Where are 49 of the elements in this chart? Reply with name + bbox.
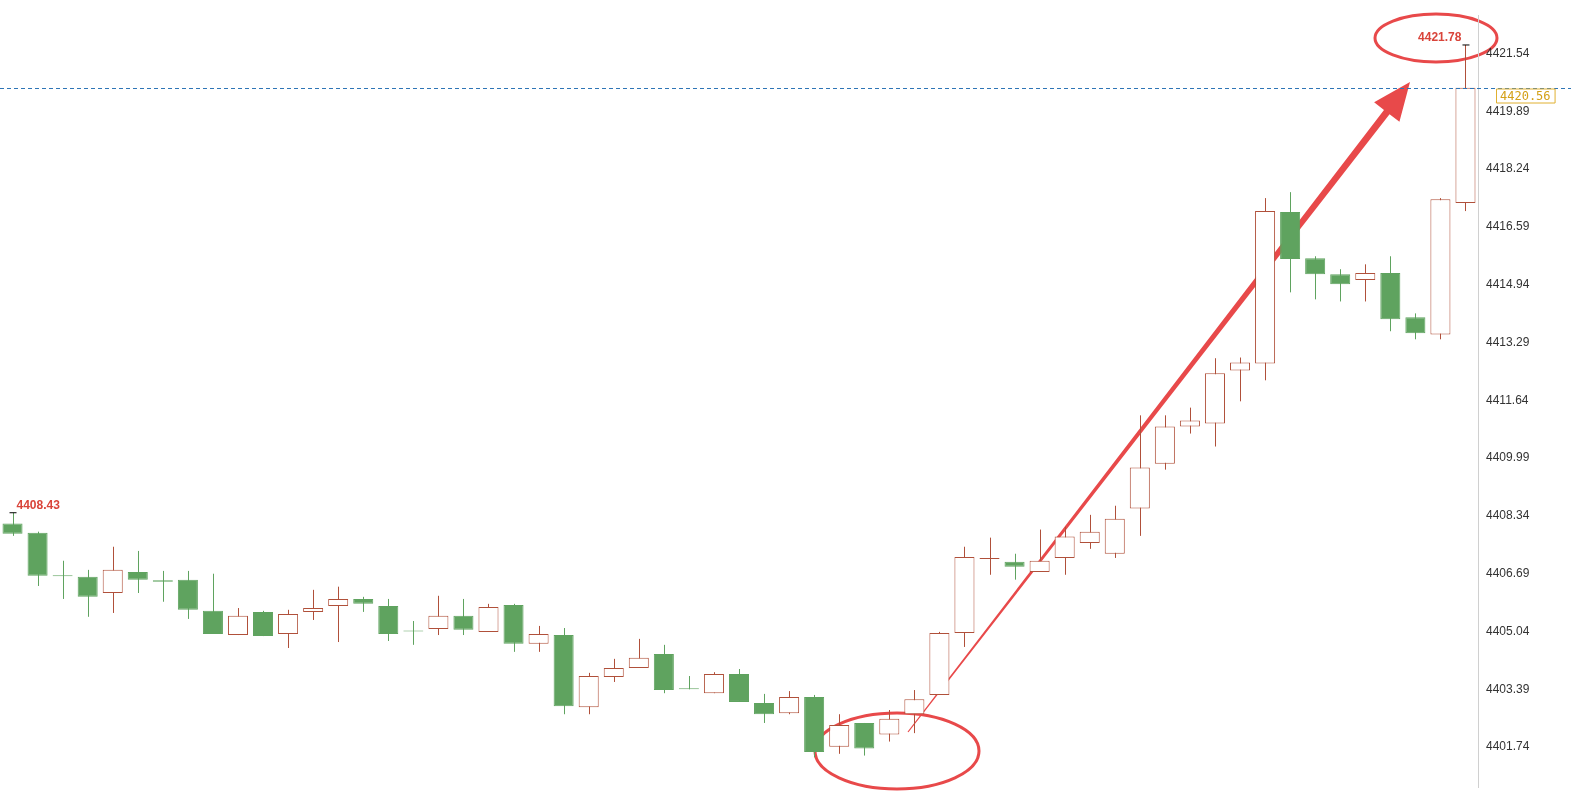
y-tick-label: 4408.34	[1486, 508, 1530, 523]
annotation: 4421.78	[1418, 30, 1462, 45]
y-tick-label: 4405.04	[1486, 623, 1530, 638]
candlestick	[1054, 526, 1075, 576]
candlestick	[328, 586, 349, 643]
candlestick	[253, 610, 274, 637]
candlestick	[1179, 407, 1200, 435]
candlestick	[628, 638, 649, 669]
y-tick-label: 4416.59	[1486, 219, 1530, 234]
candlestick	[202, 573, 223, 635]
y-tick-label: 4403.39	[1486, 681, 1530, 696]
y-tick-label: 4414.94	[1486, 276, 1530, 291]
candlestick	[2, 512, 23, 537]
candlestick	[528, 625, 549, 653]
candlestick	[127, 550, 148, 594]
candlestick	[979, 537, 1000, 576]
candlestick	[854, 722, 875, 757]
candlestick	[1029, 529, 1050, 573]
y-tick-label: 4409.99	[1486, 450, 1530, 465]
candlestick	[227, 607, 248, 636]
candlestick	[779, 690, 800, 715]
y-tick-label: 4411.64	[1486, 392, 1529, 407]
candlestick	[1079, 514, 1100, 550]
candlestick	[1004, 553, 1025, 581]
candlestick	[303, 589, 324, 621]
candlestick	[453, 598, 474, 636]
candlestick	[754, 693, 775, 724]
candlestick	[603, 658, 624, 683]
candlestick	[278, 609, 299, 649]
candlestick	[478, 603, 499, 633]
y-tick-label: 4401.74	[1486, 739, 1530, 754]
y-tick-label: 4413.29	[1486, 334, 1530, 349]
candlestick	[1330, 268, 1351, 302]
y-tick-label: 4406.69	[1486, 566, 1530, 581]
candlestick	[428, 595, 449, 636]
candlestick	[829, 713, 850, 755]
candlestick	[77, 569, 98, 618]
candlestick	[1305, 255, 1326, 300]
y-tick-label: 4419.89	[1486, 103, 1530, 118]
candlestick	[904, 689, 925, 734]
candlestick	[1355, 263, 1376, 302]
candlestick	[102, 546, 123, 614]
candlestick	[1230, 357, 1251, 402]
candlestick	[879, 709, 900, 743]
ref-line-label: 4420.56	[1500, 88, 1551, 103]
candlestick	[1405, 312, 1426, 340]
annotation: 4408.43	[16, 498, 61, 513]
y-tick-label: 4421.54	[1486, 45, 1530, 60]
y-tick-label: 4418.24	[1486, 161, 1530, 176]
